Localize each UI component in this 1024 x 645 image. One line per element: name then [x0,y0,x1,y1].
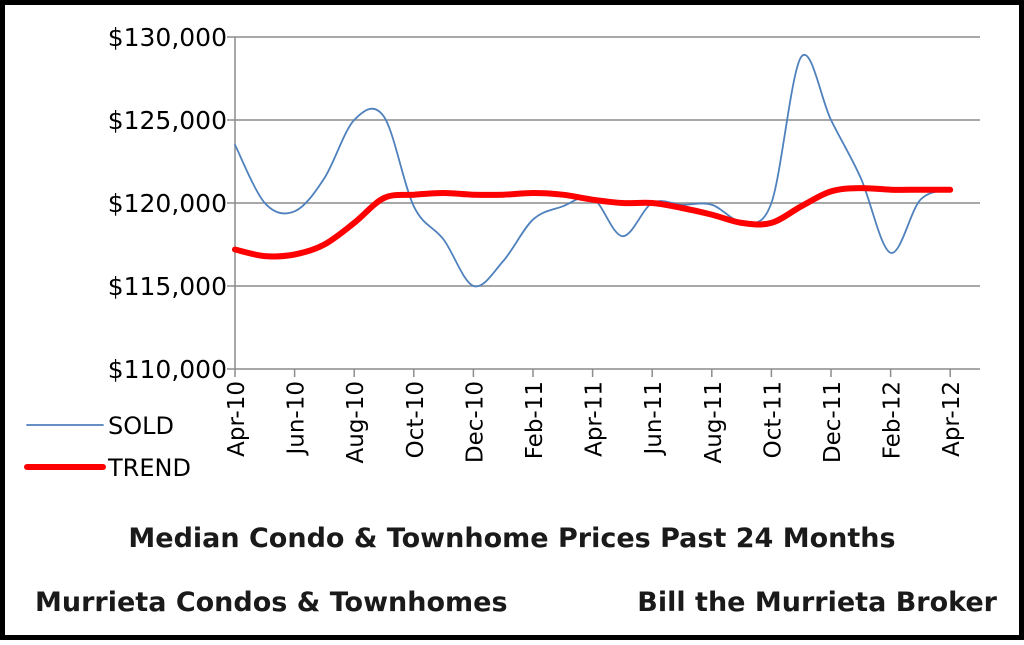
series-line-trend [235,188,950,256]
y-tick-label: $120,000 [108,189,227,218]
x-axis-ticks: Apr-10 Jun-10 Aug-10 Oct-10 Dec-10 Feb-11 Apr-… [224,381,965,463]
x-tick-label: Feb-11 [522,381,548,459]
y-tick-label: $130,000 [108,23,227,52]
y-tick-label: $115,000 [108,272,227,301]
legend-label: TREND [107,454,191,482]
x-tick-label: Oct-11 [760,381,786,458]
x-tick-label: Aug-10 [343,381,369,463]
x-tick-label: Feb-12 [880,381,906,459]
chart-title: Median Condo & Townhome Prices Past 24 M… [5,523,1019,554]
y-axis-ticks: $110,000 $115,000 $120,000 $125,000 $130,000 [108,23,227,384]
y-tick-label: $125,000 [108,106,227,135]
caption-left: Murrieta Condos & Townhomes [35,587,508,618]
gridlines [235,37,980,286]
x-tick-label: Aug-11 [701,381,727,463]
x-tick-label: Apr-11 [582,381,608,457]
series [235,55,950,287]
legend-label: SOLD [108,412,174,440]
x-tick-label: Apr-12 [939,381,965,457]
x-tick-label: Jun-10 [284,381,310,457]
y-tick-label: $110,000 [108,355,227,384]
x-tick-label: Dec-11 [820,381,846,463]
x-tick-label: Jun-11 [641,381,667,457]
caption-right: Bill the Murrieta Broker [637,587,997,618]
legend: SOLD TREND [27,412,191,482]
series-line-sold [235,55,950,287]
x-tick-label: Dec-10 [462,381,488,463]
axes [227,37,980,377]
x-tick-label: Apr-10 [224,381,250,457]
x-tick-label: Oct-10 [403,381,429,458]
